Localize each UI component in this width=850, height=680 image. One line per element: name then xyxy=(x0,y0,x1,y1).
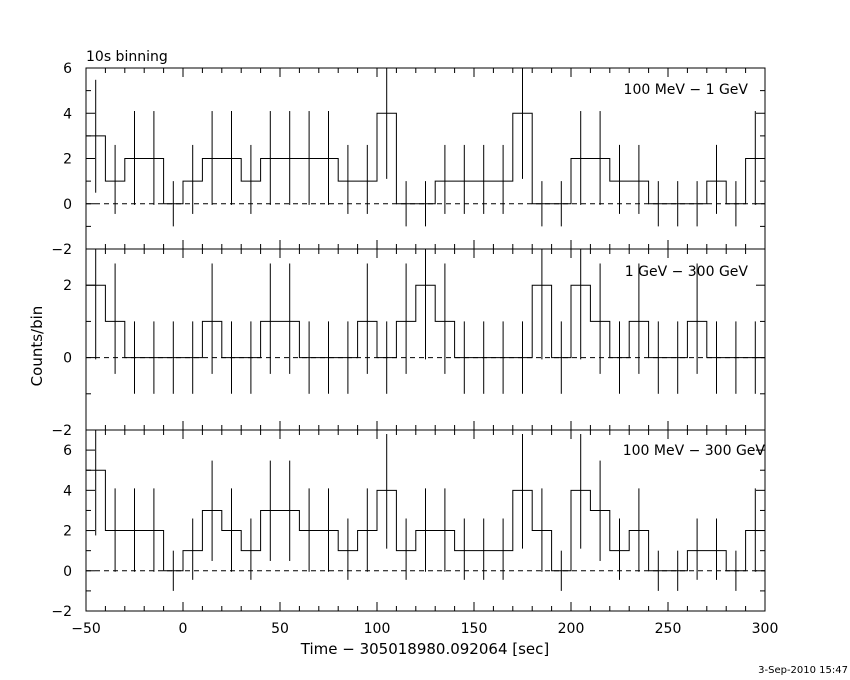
panel-label-1gev-300gev: 1 GeV − 300 GeV xyxy=(625,264,749,280)
series-group xyxy=(86,68,765,227)
panel-100mev-300gev: −2 0 2 4 6 xyxy=(51,429,766,620)
x-tick-label: 50 xyxy=(271,621,289,637)
y-tick-label: 6 xyxy=(63,61,72,77)
y-tick-label: 2 xyxy=(63,278,72,294)
panel-1gev-300gev: −2 0 2 xyxy=(51,248,766,439)
x-tick-label: 100 xyxy=(364,621,391,637)
panel-label-100mev-1gev: 100 MeV − 1 GeV xyxy=(624,82,749,98)
y-tick-label: −2 xyxy=(51,604,72,620)
series-group xyxy=(86,430,765,591)
y-tick-label: 0 xyxy=(63,564,72,580)
step-series xyxy=(86,469,765,572)
y-tick-label: −2 xyxy=(51,242,72,258)
panel-label-100mev-300gev: 100 MeV − 300 GeV xyxy=(623,443,766,459)
figure-title: 10s binning xyxy=(86,49,168,65)
y-tick-label: 4 xyxy=(63,106,72,122)
timestamp: 3-Sep-2010 15:47 xyxy=(758,665,848,676)
y-tick-label: 0 xyxy=(63,197,72,213)
step-series xyxy=(86,284,765,359)
y-tick-label: −2 xyxy=(51,423,72,439)
x-tick-label: 200 xyxy=(558,621,585,637)
y-tick-label: 2 xyxy=(63,152,72,168)
panel-frame xyxy=(85,429,766,612)
y-tick-label: 2 xyxy=(63,524,72,540)
y-tick-label: 6 xyxy=(63,443,72,459)
y-tick-label: 0 xyxy=(63,351,72,367)
y-tick-label: 4 xyxy=(63,483,72,499)
step-series xyxy=(86,112,765,205)
x-tick-label: −50 xyxy=(71,621,101,637)
x-tick-labels: −50 0 50 100 150 200 250 300 xyxy=(71,621,778,637)
x-tick-label: 0 xyxy=(179,621,188,637)
x-tick-label: 250 xyxy=(655,621,682,637)
series-group xyxy=(86,249,765,394)
panel-100mev-1gev: −2 0 2 4 6 xyxy=(51,61,766,258)
x-axis-label: Time − 305018980.092064 [sec] xyxy=(300,640,550,658)
x-tick-label: 300 xyxy=(752,621,779,637)
y-axis-label: Counts/bin xyxy=(28,306,46,387)
x-tick-label: 150 xyxy=(461,621,488,637)
